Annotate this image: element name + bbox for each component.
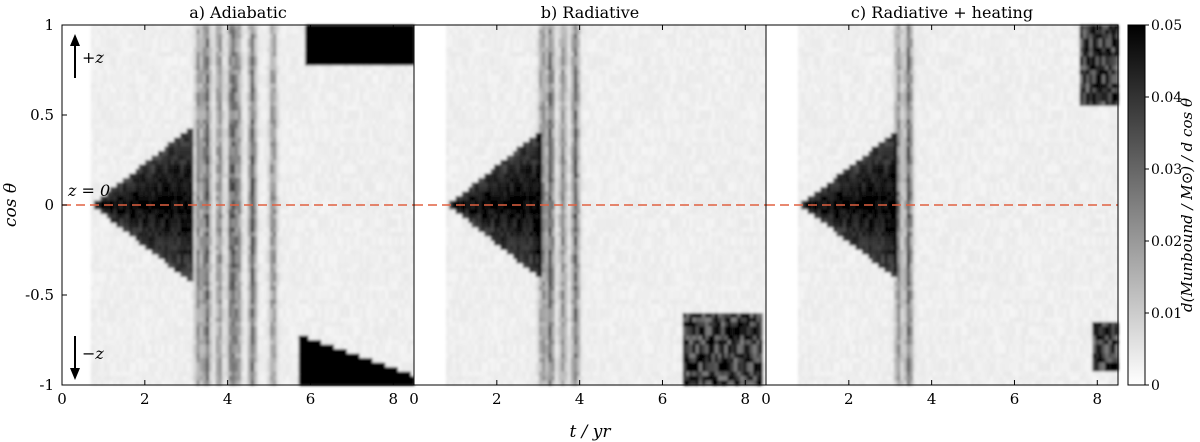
panel-adiabatic: a) Adiabatic 02468 10.50-0.5-1 z = 0 +z …: [25, 3, 415, 408]
